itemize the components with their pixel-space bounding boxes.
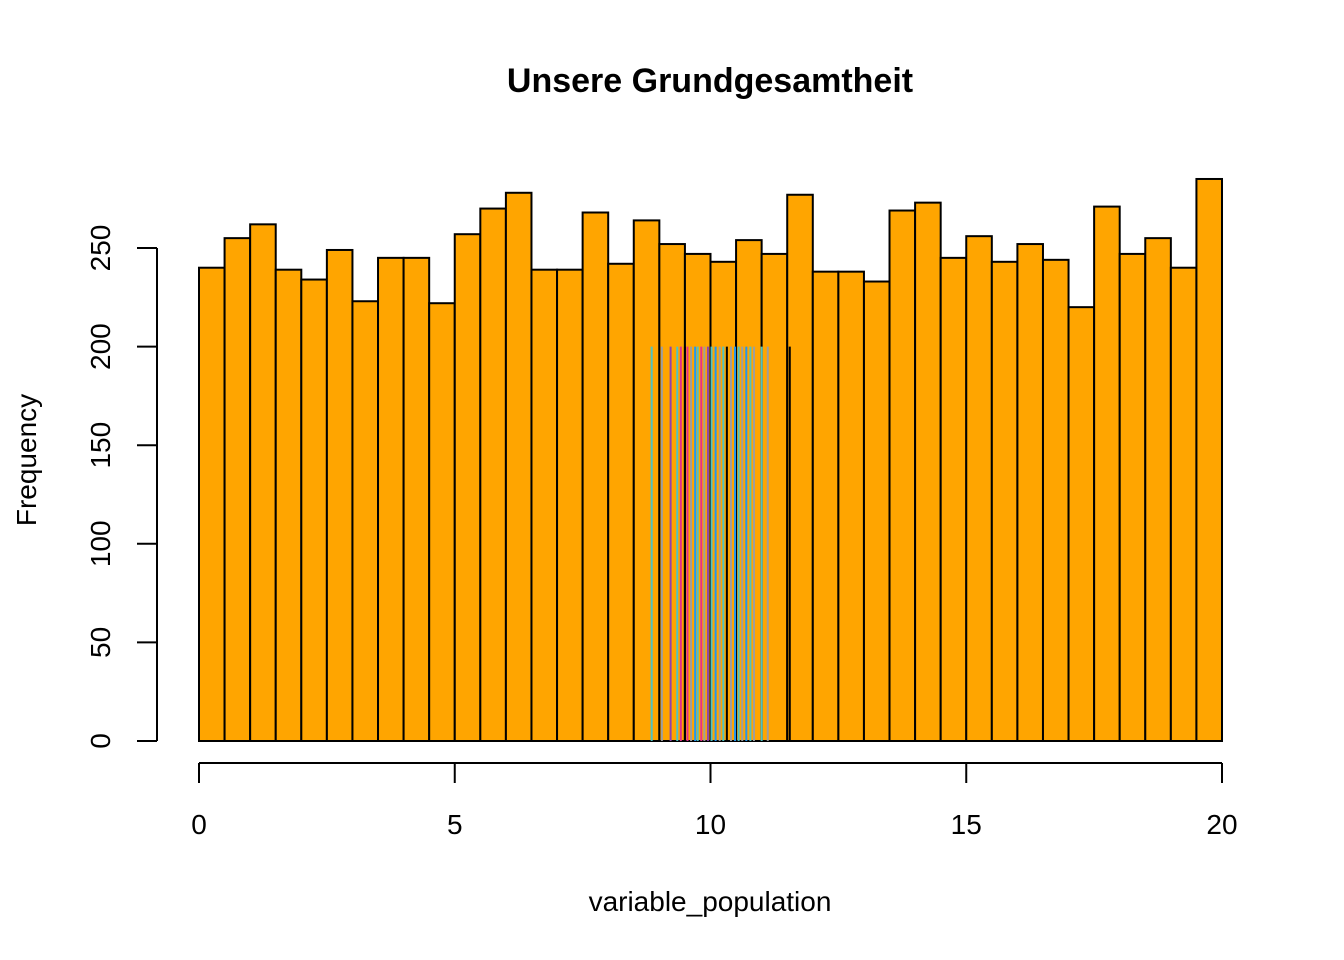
histogram-bar	[965, 235, 993, 742]
y-tick-label: 150	[85, 422, 116, 469]
histogram-bar	[939, 256, 968, 742]
histogram-bar	[1067, 306, 1096, 742]
sample-lines-group	[650, 346, 791, 741]
x-tick-label: 15	[951, 809, 982, 840]
histogram-bar	[581, 211, 610, 742]
histogram-bar	[479, 207, 507, 742]
histogram-bar	[1016, 243, 1044, 742]
x-axis-label: variable_population	[589, 886, 832, 917]
histogram-bar	[325, 248, 354, 743]
x-tick-label: 5	[447, 809, 463, 840]
y-tick-label: 200	[85, 323, 116, 370]
histogram-bar	[274, 268, 303, 742]
histogram-bar	[1169, 266, 1198, 742]
histogram-bar	[223, 237, 252, 742]
histogram-bar	[607, 262, 635, 742]
histogram-bar	[888, 209, 917, 743]
histogram-bar	[786, 193, 814, 743]
histogram-bar	[300, 278, 328, 742]
histogram-bar	[556, 268, 584, 742]
histogram-bar	[1144, 237, 1172, 742]
histogram-bar	[402, 256, 431, 742]
histogram-bar	[1041, 258, 1070, 742]
x-tick-label: 0	[191, 809, 207, 840]
histogram-bar	[1093, 205, 1121, 742]
histogram-bar	[632, 219, 661, 742]
histogram-bar	[530, 268, 559, 742]
histogram-bar	[1118, 252, 1147, 743]
histogram-bar	[735, 239, 763, 742]
x-tick-label: 10	[695, 809, 726, 840]
y-tick-label: 100	[85, 520, 116, 567]
histogram-bar	[453, 233, 482, 742]
histogram-bar	[198, 266, 226, 742]
y-tick-label: 250	[85, 225, 116, 272]
chart-title: Unsere Grundgesamtheit	[507, 62, 913, 100]
y-tick-label: 50	[85, 627, 116, 658]
histogram-bar	[377, 256, 405, 742]
y-axis: 0 50 100 150 200 250	[85, 225, 158, 749]
y-tick-label: 0	[85, 733, 116, 749]
histogram-bar	[249, 223, 277, 742]
histogram-bar	[1195, 177, 1224, 743]
histogram-bar	[504, 191, 533, 742]
bars-group	[198, 177, 1224, 743]
x-tick-label: 20	[1206, 809, 1237, 840]
histogram-bar	[914, 201, 942, 743]
histogram-bar	[760, 252, 789, 743]
histogram-bar	[862, 280, 891, 742]
histogram-bar	[811, 270, 840, 742]
y-axis-label: Frequency	[11, 394, 42, 526]
histogram-bar	[990, 260, 1019, 742]
histogram-bar	[351, 300, 380, 742]
histogram-bar	[837, 270, 865, 742]
x-axis: 0 5 10 15 20	[191, 762, 1238, 840]
histogram-bar	[428, 302, 456, 742]
